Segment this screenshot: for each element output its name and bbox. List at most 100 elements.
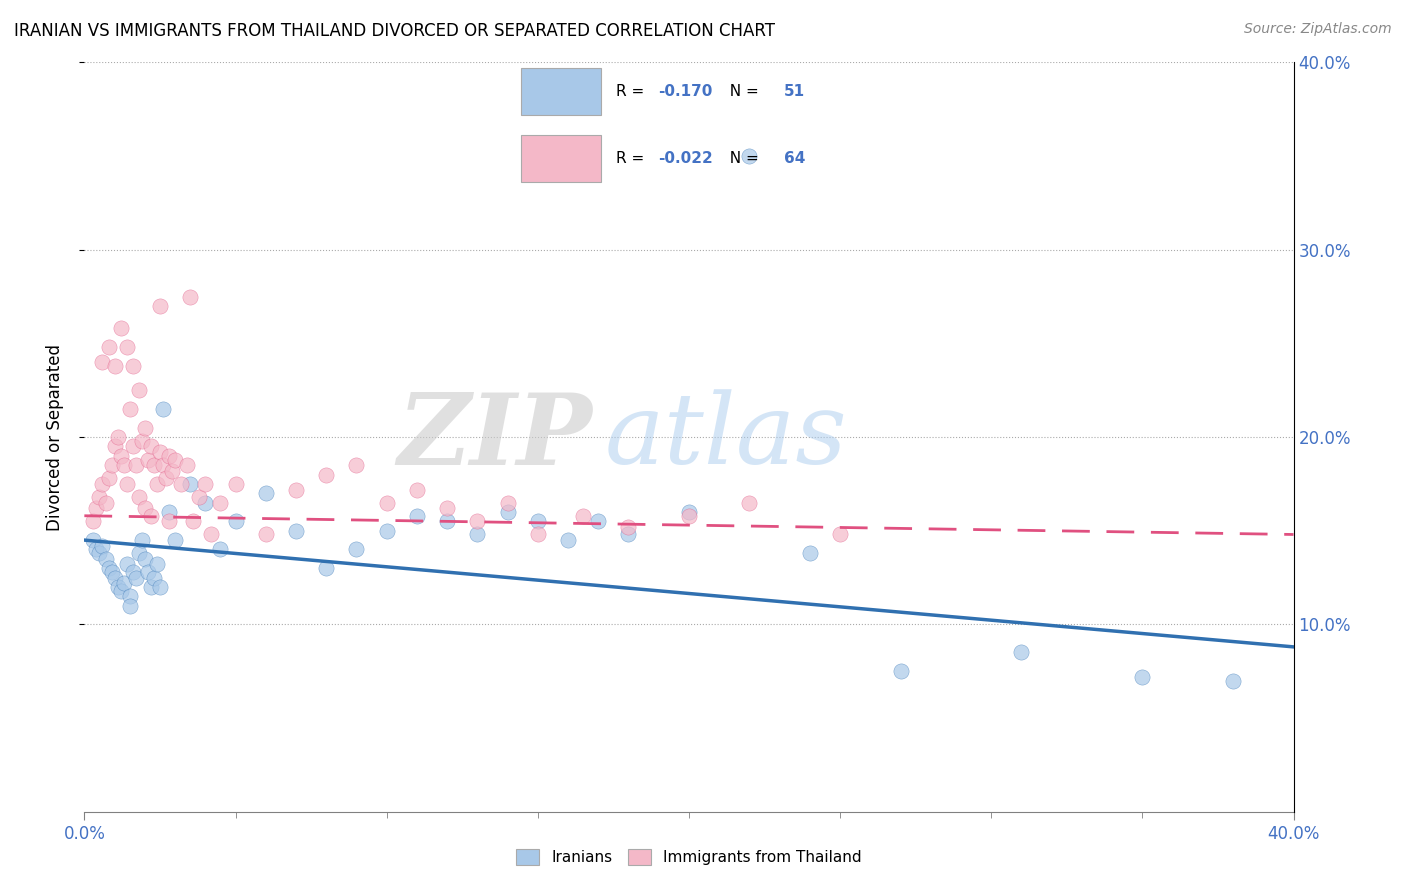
Point (91, 476, 114, 491)
Point (678, 508, 700, 523)
Point (179, 289, 201, 303)
Point (97, 471, 120, 485)
Point (496, 505, 519, 519)
Point (94, 496, 117, 510)
Point (82, 514, 104, 528)
Point (165, 533, 187, 547)
Point (200, 527, 222, 541)
Point (100, 565, 122, 579)
Point (179, 476, 201, 491)
Point (112, 458, 135, 473)
Point (181, 514, 204, 528)
Point (436, 514, 458, 528)
Point (100, 458, 122, 473)
Text: ZIP: ZIP (398, 389, 592, 485)
Point (346, 542, 368, 557)
Point (1130, 670, 1153, 684)
Point (107, 430, 129, 444)
Point (557, 533, 579, 547)
Point (118, 590, 141, 604)
Bar (520, 135, 602, 182)
Point (136, 452, 159, 467)
Point (170, 476, 193, 491)
Point (254, 486, 277, 500)
Point (86, 542, 108, 557)
Point (110, 321, 132, 335)
Point (467, 527, 489, 541)
Point (128, 546, 150, 560)
Point (134, 501, 156, 516)
Point (527, 514, 550, 528)
Point (86, 501, 108, 516)
Point (436, 501, 458, 516)
Point (118, 599, 141, 613)
Point (160, 464, 183, 478)
Text: atlas: atlas (605, 390, 846, 484)
Point (94, 551, 117, 566)
Point (104, 440, 127, 453)
Point (97, 561, 120, 575)
Point (375, 524, 398, 538)
Point (115, 476, 138, 491)
Point (188, 490, 211, 504)
Point (225, 476, 247, 491)
Point (118, 401, 141, 416)
Point (152, 458, 174, 473)
Y-axis label: Divorced or Separated: Divorced or Separated (45, 343, 63, 531)
Point (82, 533, 104, 547)
Point (134, 551, 156, 566)
Point (136, 565, 159, 579)
Text: -0.022: -0.022 (658, 151, 713, 166)
Point (738, 149, 761, 163)
Point (155, 471, 177, 485)
Point (139, 508, 162, 523)
Point (125, 571, 148, 585)
Point (89, 546, 111, 560)
Point (496, 496, 519, 510)
Point (125, 458, 148, 473)
Point (142, 458, 165, 473)
Point (91, 539, 114, 553)
Point (738, 496, 761, 510)
Point (131, 434, 153, 448)
Point (209, 542, 232, 557)
Point (194, 496, 217, 510)
Point (110, 449, 132, 463)
Point (194, 476, 217, 491)
Point (315, 467, 337, 482)
Point (406, 508, 429, 523)
Point (134, 421, 156, 435)
Point (617, 520, 640, 534)
Bar (520, 68, 602, 115)
Point (149, 445, 172, 459)
Point (115, 340, 138, 354)
Text: IRANIAN VS IMMIGRANTS FROM THAILAND DIVORCED OR SEPARATED CORRELATION CHART: IRANIAN VS IMMIGRANTS FROM THAILAND DIVO… (14, 22, 775, 40)
Point (104, 359, 127, 373)
Point (121, 565, 143, 579)
Point (527, 527, 550, 541)
Point (678, 505, 700, 519)
Point (1011, 646, 1033, 660)
Point (254, 527, 277, 541)
Point (830, 527, 852, 541)
Point (890, 664, 912, 679)
Point (91, 355, 114, 369)
Point (467, 514, 489, 528)
Point (617, 527, 640, 541)
Point (1222, 673, 1244, 688)
Point (149, 580, 172, 594)
Point (110, 583, 132, 598)
Point (146, 476, 169, 491)
Point (157, 514, 180, 528)
Point (406, 483, 429, 497)
Point (121, 440, 143, 453)
Point (209, 496, 232, 510)
Point (107, 580, 129, 594)
Point (89, 490, 111, 504)
Point (142, 571, 165, 585)
Point (139, 580, 162, 594)
Point (375, 496, 398, 510)
Point (165, 452, 187, 467)
Text: 51: 51 (785, 84, 806, 99)
Point (128, 384, 150, 398)
